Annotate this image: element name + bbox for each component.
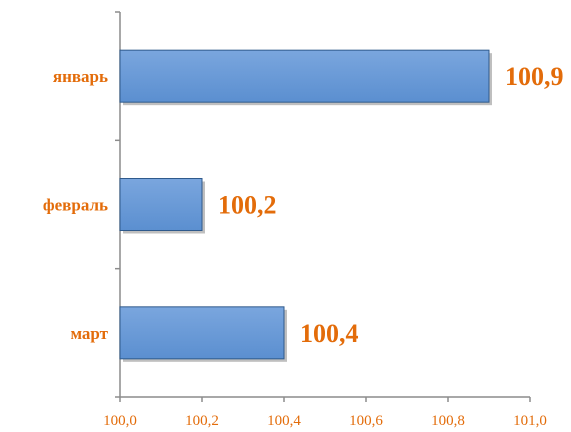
x-tick-label: 101,0: [513, 413, 547, 429]
chart-labels: 100,0 100,2 100,4 100,6 100,8 101,0 январь 100,…: [43, 62, 564, 429]
chart-bars: [119, 49, 492, 362]
data-label: 100,2: [218, 191, 277, 220]
x-tick-label: 100,2: [185, 413, 219, 429]
bar-1: [119, 49, 490, 103]
bar-2: [119, 178, 203, 231]
data-label: 100,9: [505, 62, 564, 91]
data-label: 100,4: [300, 319, 359, 348]
bar-3: [119, 306, 285, 360]
category-label: март: [70, 324, 108, 343]
x-tick-label: 100,8: [431, 413, 465, 429]
x-tick-label: 100,4: [267, 413, 301, 429]
category-label: январь: [53, 67, 108, 86]
x-tick-label: 100,6: [349, 413, 383, 429]
category-label: февраль: [43, 196, 108, 215]
x-tick-label: 100,0: [103, 413, 137, 429]
